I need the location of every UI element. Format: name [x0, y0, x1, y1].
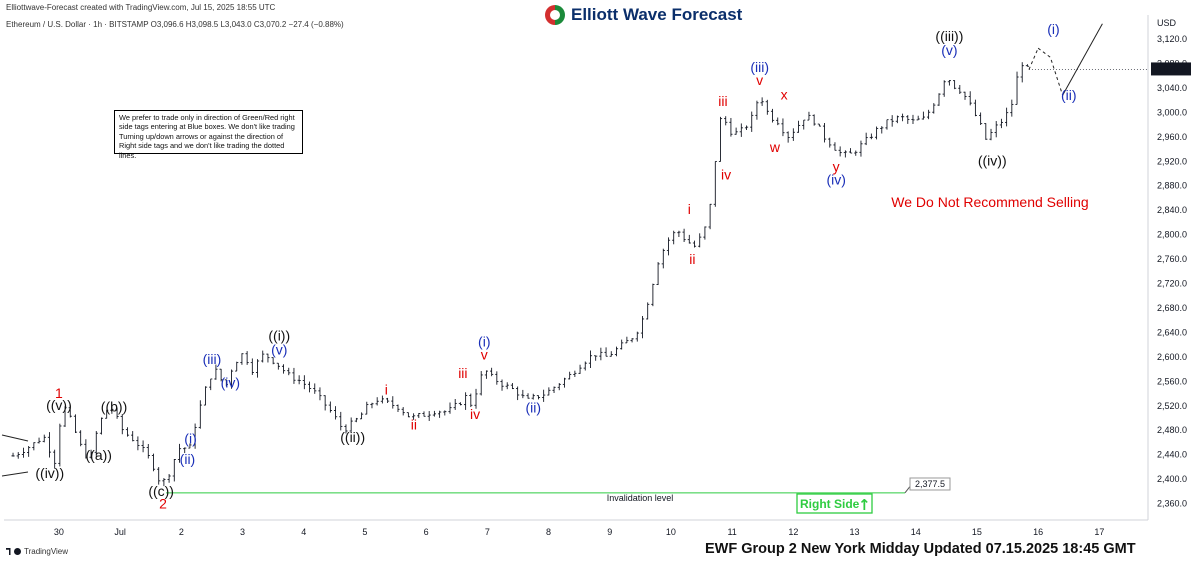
x-tick-label: 15 — [972, 527, 982, 537]
right-side-tag-box — [796, 493, 873, 514]
wave-label: ((iv)) — [35, 465, 64, 481]
wave-label: ii — [689, 251, 695, 267]
wave-label: (i) — [1047, 21, 1059, 37]
wave-label: (i) — [184, 431, 196, 447]
symbol-ohlc-line: Ethereum / U.S. Dollar · 1h · BITSTAMP O… — [6, 20, 344, 29]
y-tick-label: 2,400.0 — [1157, 474, 1187, 484]
y-tick-label: 2,520.0 — [1157, 401, 1187, 411]
wave-label: ii — [411, 417, 417, 433]
trendline-upper — [1, 434, 29, 442]
chart-credit-text: Elliottwave-Forecast created with Tradin… — [6, 3, 276, 12]
invalidation-value-box — [909, 477, 951, 491]
x-tick-label: 8 — [546, 527, 551, 537]
x-tick-label: 3 — [240, 527, 245, 537]
x-tick-label: 11 — [727, 527, 736, 537]
projection-solid-line — [1062, 23, 1103, 96]
wave-label: (iii) — [750, 59, 769, 75]
wave-label: iii — [718, 93, 727, 109]
wave-label: 1 — [55, 385, 63, 401]
wave-label: v — [756, 72, 763, 88]
wave-label: (v) — [271, 341, 287, 357]
disclaimer-box: We prefer to trade only in direction of … — [114, 110, 303, 160]
x-tick-label: Jul — [114, 527, 126, 537]
y-tick-label: 2,920.0 — [1157, 156, 1187, 166]
wave-label: ((v)) — [46, 397, 72, 413]
wave-label: (ii) — [1061, 87, 1077, 103]
trendline-lower — [1, 471, 29, 477]
x-tick-label: 17 — [1094, 527, 1104, 537]
y-tick-label: 2,440.0 — [1157, 450, 1187, 460]
x-tick-label: 9 — [607, 527, 612, 537]
y-tick-label: 2,880.0 — [1157, 181, 1187, 191]
y-tick-label: 3,000.0 — [1157, 107, 1187, 117]
x-tick-label: 6 — [424, 527, 429, 537]
wave-label: i — [688, 201, 691, 217]
y-tick-label: 2,480.0 — [1157, 425, 1187, 435]
y-tick-label: 2,640.0 — [1157, 327, 1187, 337]
wave-label: ((iii)) — [935, 28, 963, 44]
update-footer: EWF Group 2 New York Midday Updated 07.1… — [705, 541, 1136, 557]
wave-label: (ii) — [525, 399, 541, 415]
y-tick-label: 2,600.0 — [1157, 352, 1187, 362]
x-tick-label: 30 — [54, 527, 64, 537]
y-tick-label: 2,800.0 — [1157, 230, 1187, 240]
y-tick-label: 2,960.0 — [1157, 132, 1187, 142]
wave-label: (v) — [941, 42, 957, 58]
x-tick-label: 4 — [301, 527, 306, 537]
wave-label: iv — [470, 406, 480, 422]
up-arrow-icon: ↑ — [858, 496, 871, 514]
currency-label: USD — [1157, 18, 1177, 28]
wave-label: ((iv)) — [978, 153, 1007, 169]
x-tick-label: 5 — [362, 527, 367, 537]
y-tick-label: 2,360.0 — [1157, 499, 1187, 509]
wave-label: w — [769, 139, 781, 155]
wave-label: ((c)) — [148, 483, 174, 499]
y-tick-label: 2,560.0 — [1157, 376, 1187, 386]
wave-label: v — [481, 346, 488, 362]
y-tick-label: 3,120.0 — [1157, 34, 1187, 44]
tradingview-dot-icon — [14, 548, 21, 555]
wave-label: (ii) — [180, 451, 196, 467]
right-side-tag-label: Right Side — [800, 497, 860, 511]
recommendation-text: We Do Not Recommend Selling — [891, 194, 1088, 210]
x-tick-label: 12 — [788, 527, 798, 537]
wave-label: (iv) — [826, 171, 845, 187]
x-tick-label: 14 — [911, 527, 921, 537]
wave-label: y — [833, 159, 840, 175]
x-tick-label: 2 — [179, 527, 184, 537]
last-price-box — [1151, 62, 1191, 76]
y-tick-label: 2,720.0 — [1157, 279, 1187, 289]
brand-logo-icon — [545, 5, 565, 25]
wave-label: (i) — [478, 333, 490, 349]
wave-label: iii — [458, 365, 467, 381]
wave-label: ((a)) — [86, 447, 112, 463]
y-tick-label: 2,760.0 — [1157, 254, 1187, 264]
y-tick-label: 2,840.0 — [1157, 205, 1187, 215]
invalidation-label: Invalidation level — [607, 493, 674, 503]
wave-label: x — [781, 87, 788, 103]
wave-label: i — [385, 382, 388, 398]
x-tick-label: 7 — [485, 527, 490, 537]
x-tick-label: 16 — [1033, 527, 1043, 537]
invalidation-value: 2,377.5 — [915, 479, 945, 489]
last-price-value: 3,070.2 — [1156, 64, 1186, 74]
wave-label: ((i)) — [268, 327, 290, 343]
y-tick-label: 2,680.0 — [1157, 303, 1187, 313]
wave-label: ((b)) — [101, 398, 127, 414]
y-tick-label: 3,040.0 — [1157, 83, 1187, 93]
brand-name: Elliott Wave Forecast — [571, 5, 743, 24]
wave-label: 2 — [159, 495, 167, 511]
projection-dotted-line — [1037, 47, 1064, 96]
tradingview-logo-text: TradingView — [24, 547, 69, 556]
wave-label: ((ii)) — [340, 429, 365, 445]
wave-label: (iv) — [221, 374, 240, 390]
wave-label: iv — [721, 167, 731, 183]
x-tick-label: 13 — [850, 527, 860, 537]
x-tick-label: 10 — [666, 527, 676, 537]
tradingview-logo: TradingView — [6, 547, 68, 556]
projection-dotted-line — [1028, 47, 1039, 70]
wave-label: (iii) — [203, 351, 222, 367]
brand-header: Elliott Wave Forecast — [545, 5, 742, 25]
